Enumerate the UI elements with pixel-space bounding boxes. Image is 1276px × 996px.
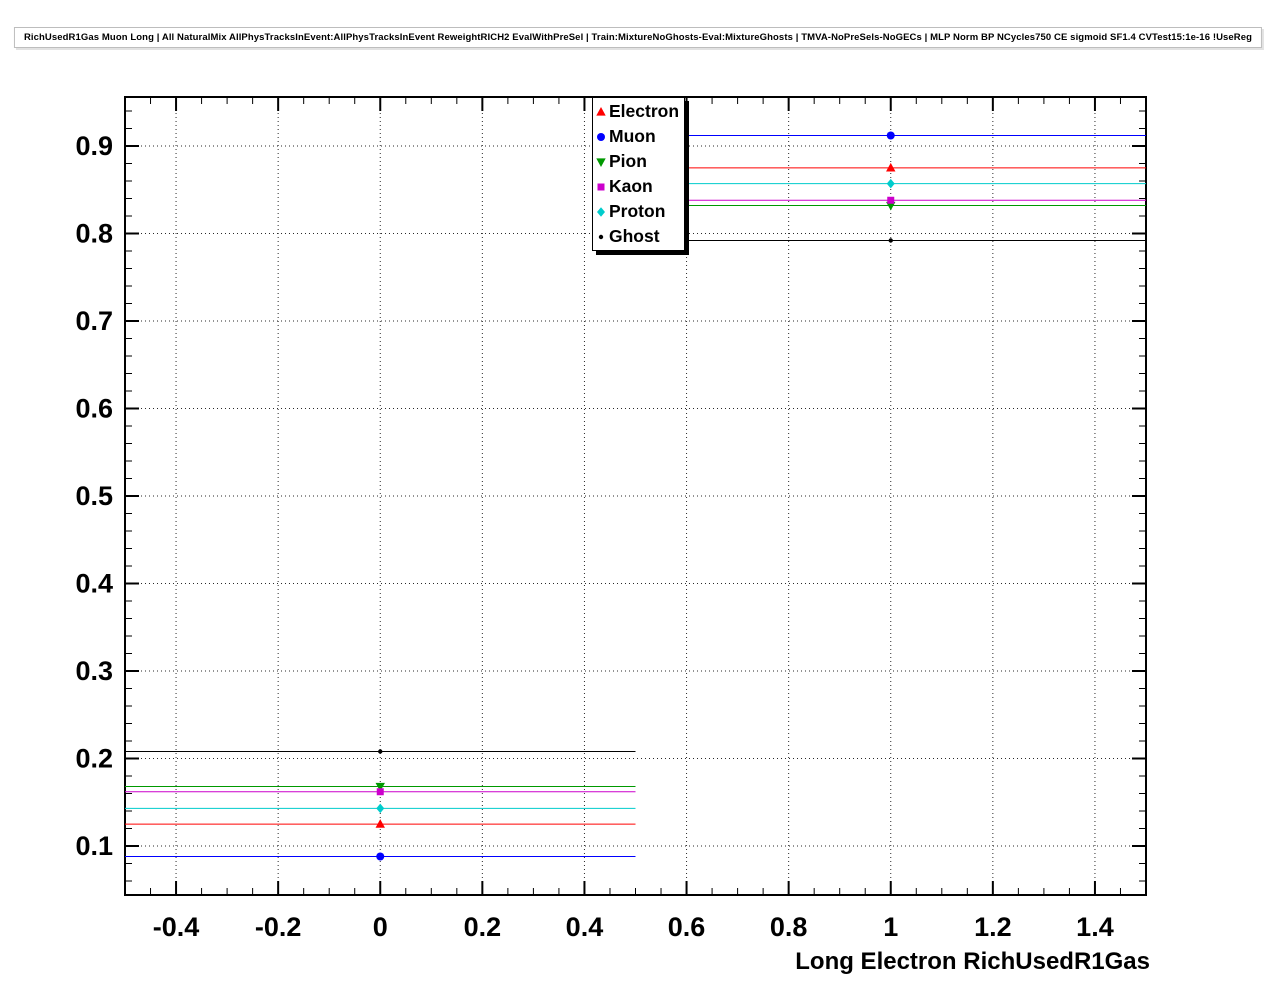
y-tick-label: 0.1 [75, 831, 113, 861]
x-tick-label: 0.4 [566, 912, 604, 942]
triangle-down-marker-icon [596, 157, 606, 167]
circle-marker-icon [886, 131, 895, 140]
diamond-marker-icon [597, 206, 605, 217]
legend: Electron Muon Pion Kaon Proton Ghost [592, 97, 686, 251]
x-tick-label: 1.2 [974, 912, 1012, 942]
dot-marker-icon [598, 234, 604, 239]
triangle-up-marker-icon [886, 162, 896, 172]
legend-item-pion: Pion [594, 149, 679, 174]
legend-item-kaon: Kaon [594, 174, 679, 199]
square-marker-icon [597, 183, 605, 190]
triangle-down-marker-icon [596, 157, 606, 167]
x-tick-label: -0.2 [255, 912, 302, 942]
y-tick-label: 0.5 [75, 481, 113, 511]
dot-marker-icon [378, 749, 383, 754]
circle-marker-icon [597, 132, 605, 141]
legend-item-proton: Proton [594, 199, 679, 224]
x-tick-label: 0.6 [668, 912, 706, 942]
dot-marker-icon [598, 234, 604, 239]
x-tick-label: 0.8 [770, 912, 808, 942]
diamond-marker-icon [376, 803, 385, 814]
circle-marker-icon [597, 132, 605, 141]
y-tick-label: 0.6 [75, 394, 113, 424]
x-tick-label: 0.2 [464, 912, 502, 942]
dot-marker-icon [888, 238, 893, 243]
y-tick-label: 0.9 [75, 131, 113, 161]
x-tick-label: -0.4 [153, 912, 200, 942]
triangle-up-marker-icon [375, 819, 385, 828]
x-tick-label: 1.4 [1076, 912, 1114, 942]
legend-item-electron: Electron [594, 99, 679, 124]
square-marker-icon [597, 183, 605, 190]
legend-label: Ghost [609, 225, 660, 246]
x-axis-title: Long Electron RichUsedR1Gas [795, 948, 1150, 975]
square-marker-icon [887, 196, 895, 204]
x-tick-label: 0 [373, 912, 388, 942]
y-tick-label: 0.3 [75, 656, 113, 686]
triangle-down-marker-icon [375, 782, 385, 792]
triangle-up-marker-icon [596, 106, 606, 116]
y-tick-label: 0.4 [75, 569, 113, 599]
legend-label: Proton [609, 200, 666, 221]
triangle-up-marker-icon [596, 106, 606, 116]
diamond-marker-icon [886, 178, 895, 189]
y-tick-label: 0.7 [75, 306, 113, 336]
square-marker-icon [376, 788, 384, 796]
diamond-marker-icon [597, 206, 605, 217]
y-tick-label: 0.8 [75, 219, 113, 249]
x-tick-label: 1 [883, 912, 898, 942]
legend-item-muon: Muon [594, 124, 679, 149]
y-tick-label: 0.2 [75, 744, 113, 774]
triangle-down-marker-icon [886, 201, 896, 211]
legend-label: Electron [609, 100, 680, 121]
legend-item-ghost: Ghost [594, 224, 679, 249]
circle-marker-icon [376, 852, 385, 861]
plot-title: RichUsedR1Gas Muon Long | All NaturalMix… [13, 27, 1263, 48]
legend-label: Kaon [609, 175, 653, 196]
legend-label: Muon [609, 125, 656, 146]
legend-label: Pion [609, 150, 647, 171]
